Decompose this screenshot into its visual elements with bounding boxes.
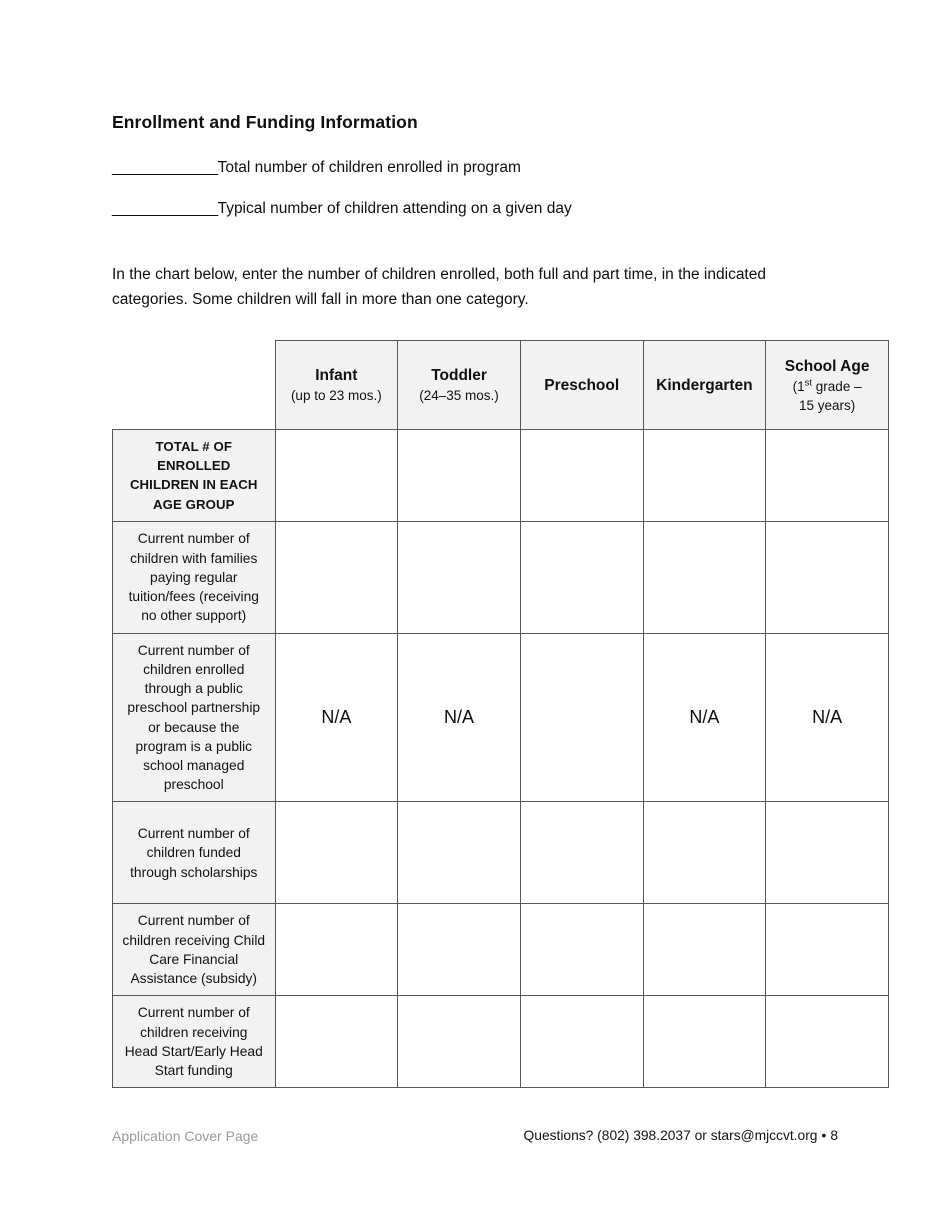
footer-contact-block: Questions? (802) 398.2037 or stars@mjccv… [524,1128,838,1143]
cell-scholarship-school-age[interactable] [765,801,889,905]
cell-total-school-age[interactable] [765,429,889,522]
cell-tuition-kindergarten[interactable] [642,520,767,634]
table-row: Current number of children receiving Hea… [112,995,889,1089]
table-row: Current number of children with families… [112,520,889,634]
cell-subsidy-toddler[interactable] [397,903,521,997]
footer-page-number: 8 [830,1128,838,1143]
row-label-public-preschool: Current number of children enrolled thro… [112,632,276,803]
table-corner-cell [113,341,276,430]
cell-tuition-preschool[interactable] [519,520,644,634]
fill-in-blank-typical-attendance: _____________Typical number of children … [112,200,572,218]
school-age-mid: grade – [812,378,862,394]
cell-total-toddler[interactable] [397,429,521,522]
cell-subsidy-kindergarten[interactable] [642,903,767,997]
school-age-ordinal-suffix: st [804,377,813,388]
cell-total-infant[interactable] [274,429,399,522]
cell-scholarship-kindergarten[interactable] [642,801,767,905]
column-header-sublabel: (24–35 mos.) [419,388,499,403]
row-label-regular-tuition: Current number of children with families… [112,520,276,634]
table-header: Infant (up to 23 mos.) Toddler (24–35 mo… [113,340,889,430]
table-row: Current number of children enrolled thro… [112,632,889,803]
blank-rule[interactable]: _____________ [112,159,218,176]
cell-headstart-preschool[interactable] [519,995,644,1089]
school-age-prefix: (1 [792,378,805,394]
column-header-school-age: School Age (1st grade – 15 years) [765,340,889,430]
cell-total-preschool[interactable] [519,429,644,522]
cell-public-toddler[interactable]: N/A [397,632,521,803]
cell-scholarship-infant[interactable] [274,801,399,905]
table-row: TOTAL # OF ENROLLED CHILDREN IN EACH AGE… [112,429,889,522]
cell-subsidy-preschool[interactable] [519,903,644,997]
cell-scholarship-toddler[interactable] [397,801,521,905]
fill-in-blank-total-enrolled: _____________Total number of children en… [112,159,521,177]
row-label-head-start: Current number of children receiving Hea… [112,995,276,1089]
cell-tuition-school-age[interactable] [765,520,889,634]
blank-rule[interactable]: _____________ [112,200,218,217]
column-header-sublabel: (up to 23 mos.) [290,388,382,403]
cell-subsidy-infant[interactable] [274,903,399,997]
cell-headstart-kindergarten[interactable] [642,995,767,1089]
enrollment-table: Infant (up to 23 mos.) Toddler (24–35 mo… [112,340,889,1089]
instructions-paragraph: In the chart below, enter the number of … [112,266,766,308]
footer-contact-text: Questions? (802) 398.2037 or stars@mjccv… [523,1128,818,1143]
cell-headstart-infant[interactable] [274,995,399,1089]
cell-public-preschool[interactable] [519,632,644,803]
cell-tuition-infant[interactable] [274,520,399,634]
cell-subsidy-school-age[interactable] [765,903,889,997]
page-footer: Application Cover Page Questions? (802) … [0,1128,950,1158]
cell-headstart-toddler[interactable] [397,995,521,1089]
blank-label: Total number of children enrolled in pro… [217,159,521,176]
column-header-label: School Age [784,357,870,375]
school-age-line2: 15 years) [798,397,856,413]
column-header-label: Toddler [431,367,487,384]
column-header-preschool: Preschool [519,340,644,430]
column-header-sublabel: (1st grade – 15 years) [770,377,884,415]
table-row: Current number of children funded throug… [112,801,889,905]
table-body: TOTAL # OF ENROLLED CHILDREN IN EACH AGE… [112,429,889,1089]
cell-total-kindergarten[interactable] [642,429,767,522]
table-header-row: Infant (up to 23 mos.) Toddler (24–35 mo… [113,340,889,430]
page-title: Enrollment and Funding Information [112,112,418,132]
column-header-kindergarten: Kindergarten [642,340,767,430]
column-header-label: Kindergarten [656,376,753,394]
row-label-scholarships: Current number of children funded throug… [112,801,276,905]
cell-public-infant[interactable]: N/A [274,632,399,803]
column-header-label: Preschool [544,376,620,394]
footer-document-label: Application Cover Page [112,1128,259,1144]
cell-public-kindergarten[interactable]: N/A [642,632,767,803]
blank-label: Typical number of children attending on … [217,200,572,217]
column-header-infant: Infant (up to 23 mos.) [274,340,399,430]
cell-headstart-school-age[interactable] [765,995,889,1089]
cell-tuition-toddler[interactable] [397,520,521,634]
column-header-toddler: Toddler (24–35 mos.) [397,340,521,430]
cell-scholarship-preschool[interactable] [519,801,644,905]
cell-public-school-age[interactable]: N/A [765,632,889,803]
row-label-total-enrolled: TOTAL # OF ENROLLED CHILDREN IN EACH AGE… [112,429,276,522]
table-row: Current number of children receiving Chi… [112,903,889,997]
row-label-financial-assistance: Current number of children receiving Chi… [112,903,276,997]
column-header-label: Infant [315,367,358,384]
footer-separator-bullet: • [821,1128,827,1143]
